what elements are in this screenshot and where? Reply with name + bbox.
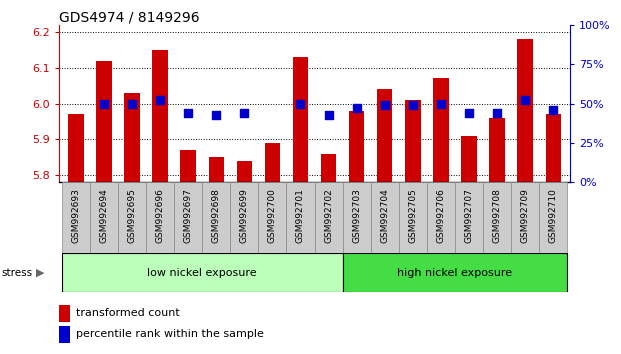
Bar [405,100,420,182]
Bar [545,114,561,182]
Text: GSM992700: GSM992700 [268,188,277,243]
Text: GSM992696: GSM992696 [156,188,165,243]
Text: percentile rank within the sample: percentile rank within the sample [76,330,264,339]
Bar [489,118,505,182]
Bar [377,89,392,182]
Bar [517,39,533,182]
Text: ▶: ▶ [36,268,45,278]
Point [99,101,109,106]
Bar [124,93,140,182]
Text: GSM992708: GSM992708 [492,188,502,243]
Bar [68,114,84,182]
Point [380,102,390,108]
Bar [174,182,202,253]
Bar [455,182,483,253]
Bar [371,182,399,253]
Text: GSM992694: GSM992694 [99,188,109,243]
Text: GSM992695: GSM992695 [127,188,137,243]
Text: GSM992701: GSM992701 [296,188,305,243]
Bar [343,253,567,292]
Text: GSM992705: GSM992705 [409,188,417,243]
Bar [90,182,118,253]
Point [183,110,193,116]
Bar [258,182,286,253]
Bar [96,61,112,182]
Text: GSM992710: GSM992710 [549,188,558,243]
Bar [146,182,174,253]
Bar [118,182,146,253]
Point [351,105,361,111]
Text: GSM992702: GSM992702 [324,188,333,243]
Text: GSM992698: GSM992698 [212,188,220,243]
Point [211,112,221,118]
Point [464,110,474,116]
Bar [237,161,252,182]
Text: GDS4974 / 8149296: GDS4974 / 8149296 [59,11,199,25]
Bar [202,182,230,253]
Text: GSM992703: GSM992703 [352,188,361,243]
Bar [62,182,90,253]
Text: GSM992704: GSM992704 [380,188,389,243]
Point [408,102,418,108]
Bar [483,182,511,253]
Bar [292,57,308,182]
Bar [209,157,224,182]
Point [548,107,558,113]
Bar [230,182,258,253]
Text: transformed count: transformed count [76,308,179,319]
Bar [286,182,314,253]
Bar [511,182,539,253]
Text: high nickel exposure: high nickel exposure [397,268,512,278]
Text: GSM992693: GSM992693 [71,188,80,243]
Text: stress: stress [1,268,32,278]
Point [436,101,446,106]
Bar [433,79,448,182]
Text: GSM992706: GSM992706 [437,188,445,243]
Bar [539,182,567,253]
Text: GSM992709: GSM992709 [520,188,530,243]
Point [155,98,165,103]
Bar [62,253,343,292]
Point [239,110,249,116]
Bar [461,136,477,182]
Bar [349,111,365,182]
Text: GSM992699: GSM992699 [240,188,249,243]
Bar [265,143,280,182]
Text: low nickel exposure: low nickel exposure [147,268,257,278]
Point [520,98,530,103]
Point [492,110,502,116]
Point [324,112,333,118]
Point [127,101,137,106]
Bar [427,182,455,253]
Bar [343,182,371,253]
Bar [321,154,337,182]
Text: GSM992707: GSM992707 [465,188,473,243]
Point [296,101,306,106]
Bar [399,182,427,253]
Bar [152,50,168,182]
Bar [59,305,70,322]
Bar [314,182,343,253]
Bar [59,326,70,343]
Bar [181,150,196,182]
Text: GSM992697: GSM992697 [184,188,193,243]
